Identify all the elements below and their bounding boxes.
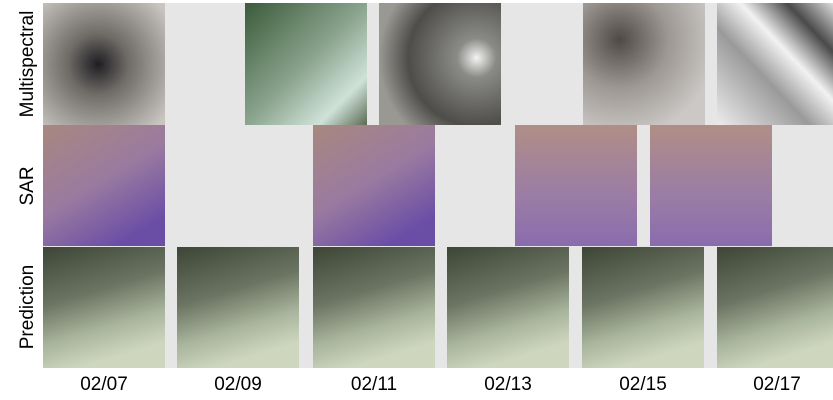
row-label: SAR bbox=[17, 166, 38, 205]
column-label: 02/13 bbox=[484, 374, 532, 395]
image-tile bbox=[447, 247, 569, 368]
image-tile bbox=[650, 125, 772, 246]
column-label: 02/17 bbox=[753, 374, 801, 395]
column-label: 02/15 bbox=[619, 374, 667, 395]
image-tile bbox=[313, 247, 435, 368]
page: Multispectral SAR Prediction 02/07 02/09… bbox=[0, 0, 833, 400]
image-tile bbox=[583, 3, 705, 125]
image-tile bbox=[515, 125, 637, 246]
row-label: Prediction bbox=[17, 265, 38, 350]
image-tile bbox=[43, 247, 165, 368]
row-label: Multispectral bbox=[17, 11, 38, 118]
column-label: 02/11 bbox=[351, 374, 397, 395]
image-tile bbox=[245, 3, 367, 125]
column-label: 02/09 bbox=[214, 374, 262, 395]
sar-row bbox=[43, 125, 772, 246]
image-tile bbox=[43, 3, 165, 125]
column-label: 02/07 bbox=[80, 374, 128, 395]
image-tile bbox=[313, 125, 435, 246]
image-tile bbox=[717, 247, 833, 368]
figure: Multispectral SAR Prediction 02/07 02/09… bbox=[0, 0, 833, 400]
image-tile bbox=[717, 3, 833, 125]
image-tile bbox=[43, 125, 165, 246]
image-tile bbox=[582, 247, 704, 368]
image-tile bbox=[379, 3, 501, 125]
image-tile bbox=[177, 247, 299, 368]
